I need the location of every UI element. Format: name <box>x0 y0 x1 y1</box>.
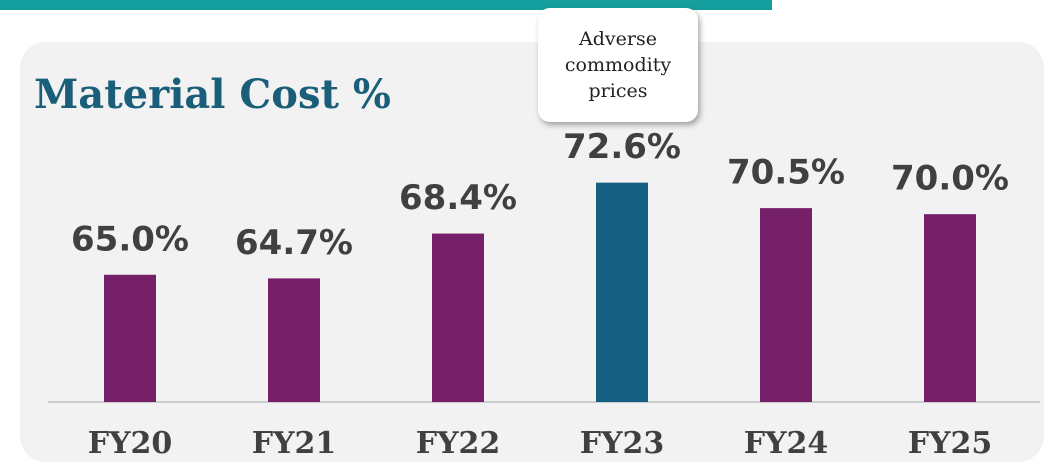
x-tick-label: FY20 <box>88 426 172 461</box>
x-tick-label: FY21 <box>252 426 336 461</box>
chart-title: Material Cost % <box>34 71 391 118</box>
bar <box>924 214 976 402</box>
top-accent <box>0 0 772 10</box>
value-label: 64.7% <box>235 223 353 263</box>
x-tick-label: FY23 <box>580 426 664 461</box>
value-label: 72.6% <box>563 127 681 167</box>
bar <box>268 278 320 402</box>
bar <box>596 182 648 402</box>
annotation: Adverse commodity prices <box>538 8 698 122</box>
x-tick-label: FY24 <box>744 426 828 461</box>
bar <box>432 233 484 402</box>
value-label: 65.0% <box>71 219 189 259</box>
value-label: 70.0% <box>891 159 1009 199</box>
bar <box>104 274 156 402</box>
value-label: 68.4% <box>399 178 517 218</box>
x-tick-label: FY22 <box>416 426 500 461</box>
value-label: 70.5% <box>727 153 845 193</box>
x-tick-label: FY25 <box>908 426 992 461</box>
bar <box>760 208 812 402</box>
